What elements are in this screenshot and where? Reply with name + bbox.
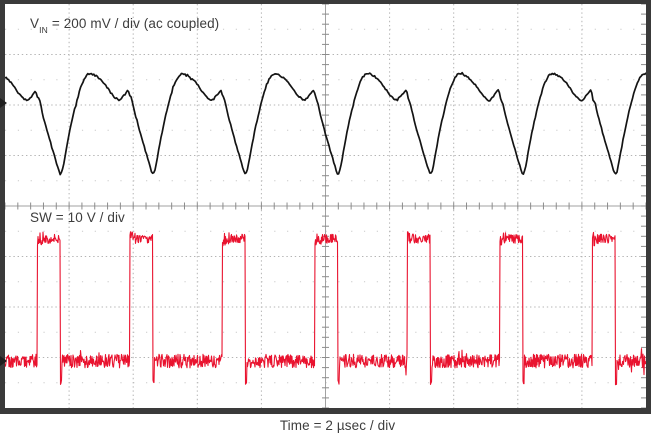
vin-trace (4, 71, 647, 176)
scope-border (0, 0, 651, 414)
sw-trace (4, 231, 647, 386)
time-axis-label: Time = 2 µsec / div (279, 418, 396, 433)
ch1-scale-label: VIN = 200 mV / div (ac coupled) (30, 16, 219, 37)
ch1-scale-text: = 200 mV / div (ac coupled) (48, 16, 220, 31)
ch1-symbol: V (30, 16, 40, 31)
ch2-scale-label: SW = 10 V / div (30, 210, 125, 225)
edge-ticks (641, 3, 646, 409)
ch1-ground-marker-icon (0, 97, 7, 108)
ch1-subscript: IN (39, 24, 49, 35)
ch2-ground-marker-icon (0, 356, 7, 367)
